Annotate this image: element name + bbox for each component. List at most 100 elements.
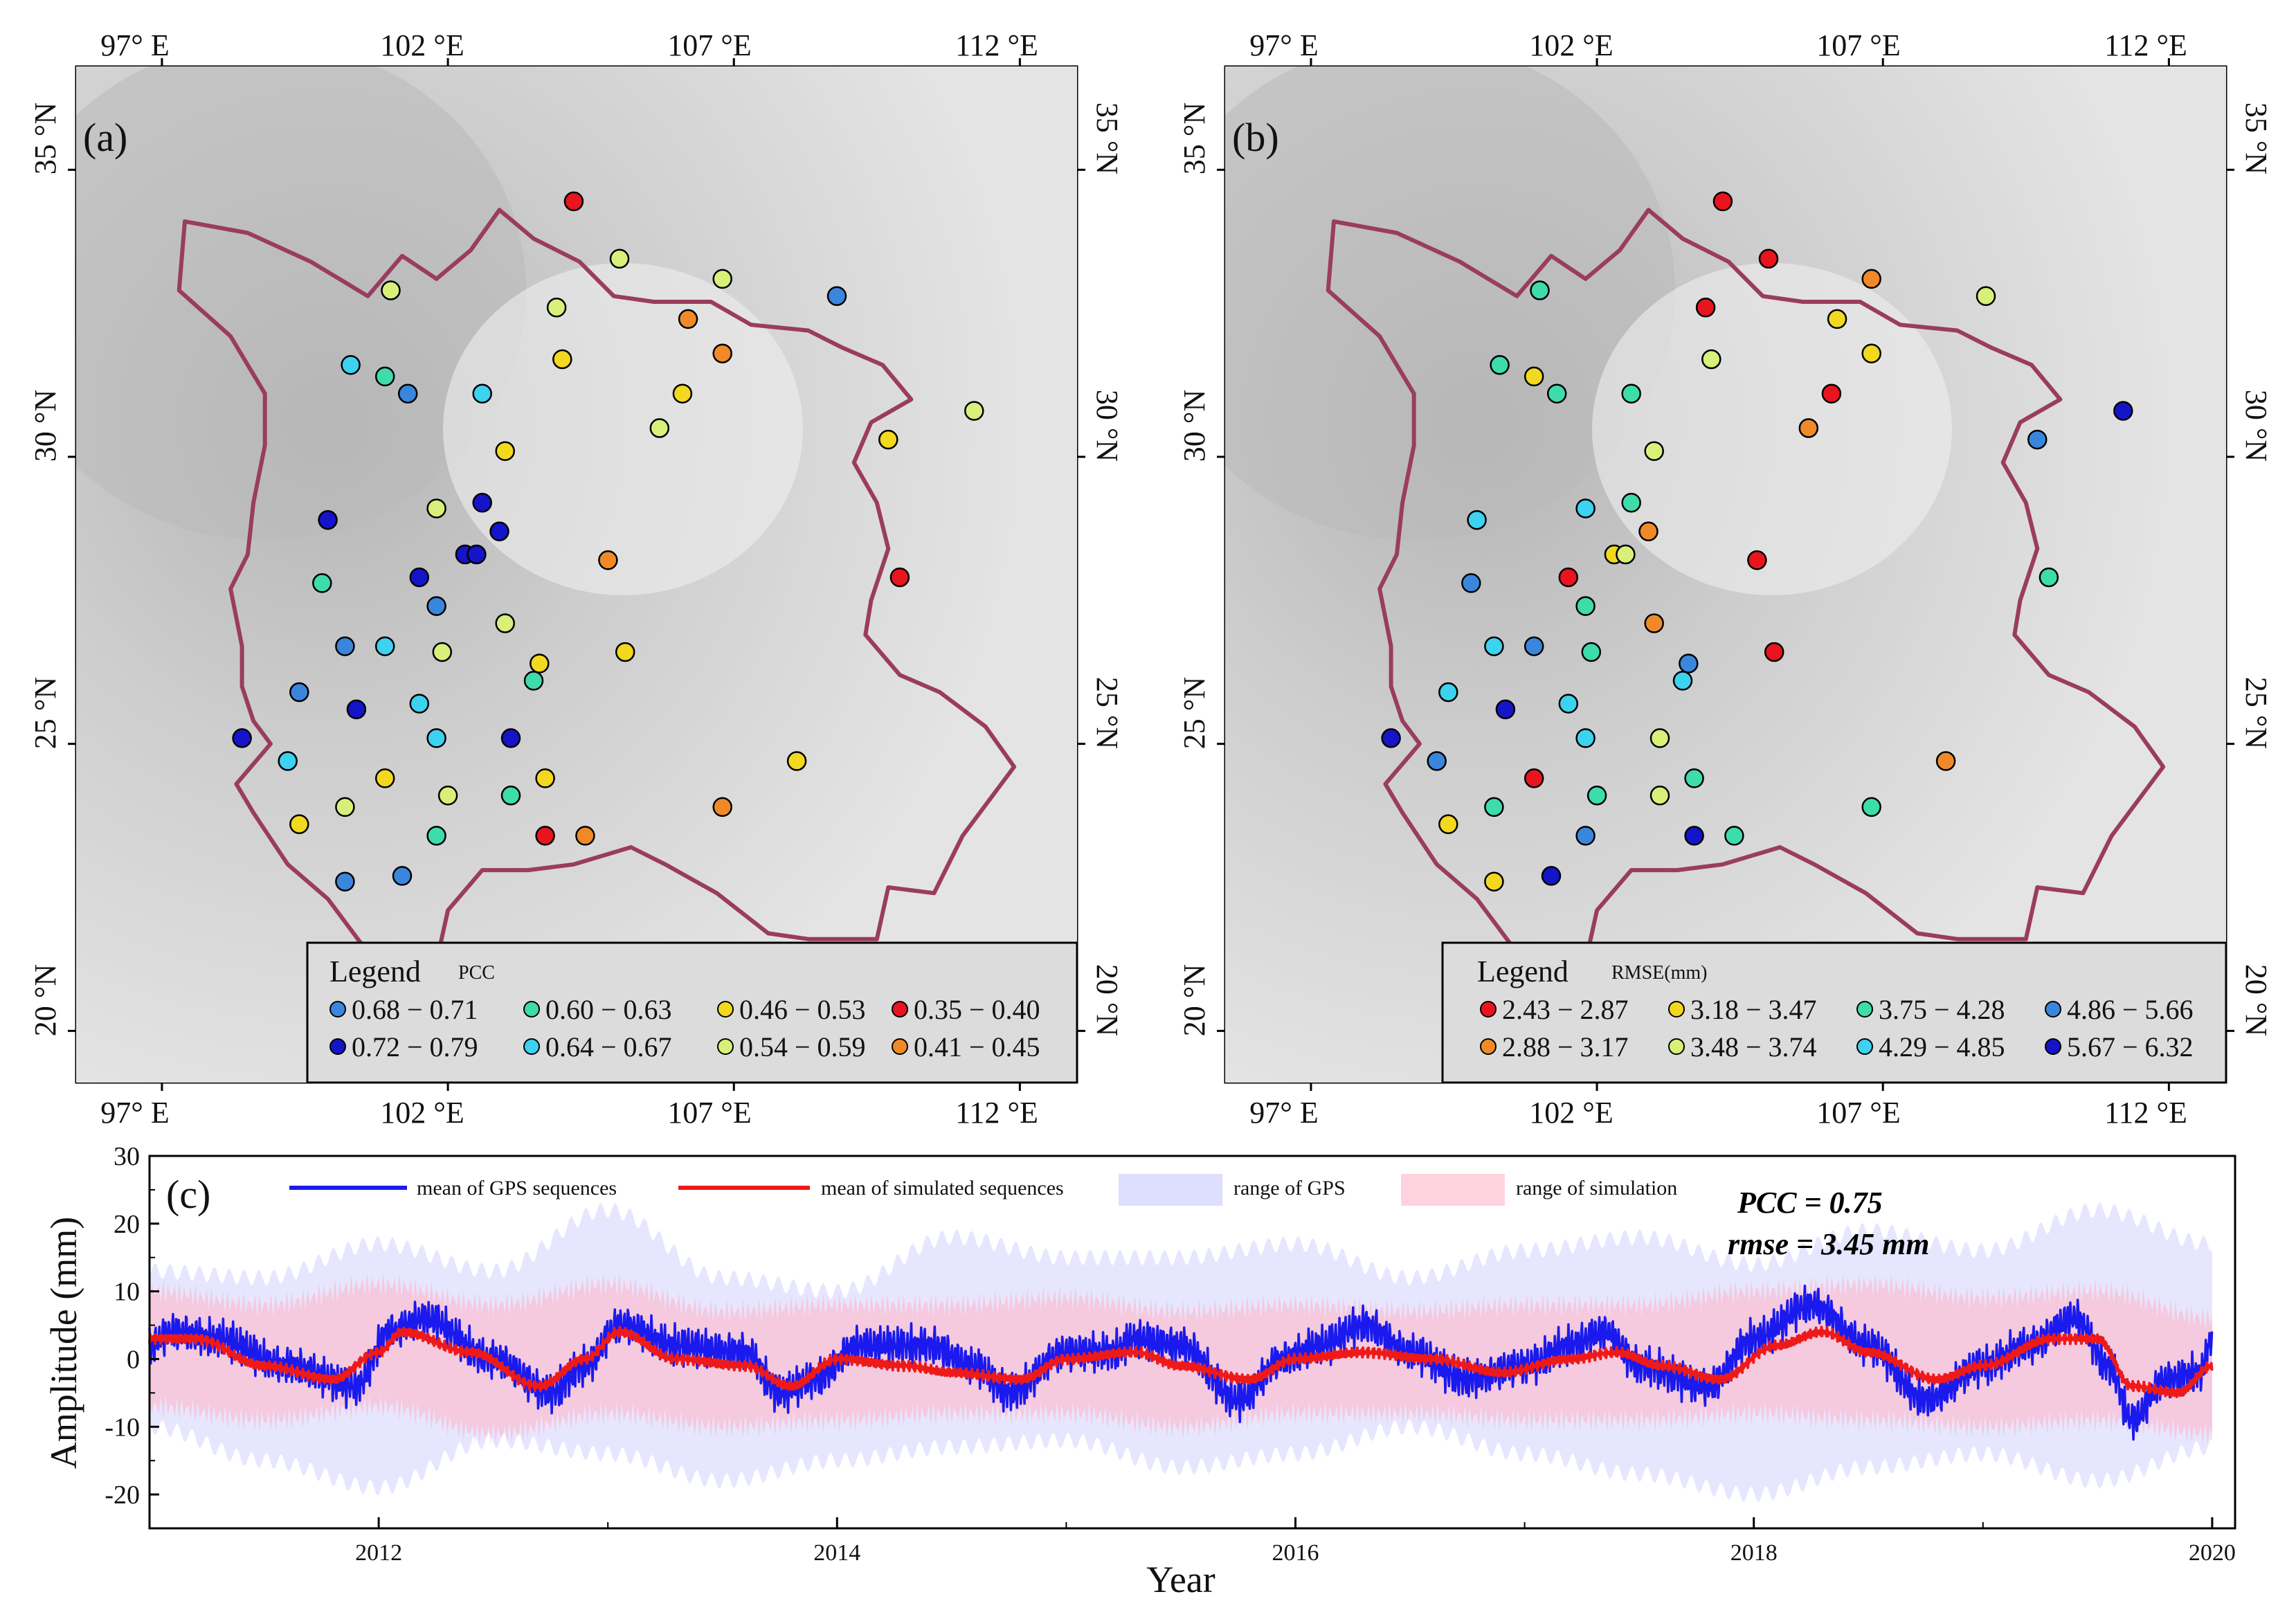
legend-item-label: 4.29 − 4.85 [1879,1031,2005,1062]
legend-swatch [1668,1038,1685,1055]
y-tick-label: 30 [114,1142,140,1171]
x-axis-label: Year [1146,1559,1215,1600]
lon-tick-label: 107 °E [667,1096,751,1130]
gps-station-marker [1724,826,1744,846]
legend-item-label: 0.41 − 0.45 [914,1031,1040,1062]
gps-station-marker [609,248,630,269]
lat-ticks: 35 °N 30 °N 25 °N 20 °N 35 °N 30 °N 25 °… [1177,102,2273,1036]
lat-tick-label: 25 °N [1177,677,1211,749]
gps-station-marker [341,355,361,375]
plateau-relief [76,66,526,540]
gps-station-marker [397,383,418,404]
gps-station-marker [1546,383,1567,404]
gps-station-marker [712,343,732,363]
legend-item-label: 0.64 − 0.67 [545,1031,672,1062]
y-tick-label: 20 [114,1210,140,1239]
legend-swatch [523,1001,540,1017]
legend-item-label: 0.68 − 0.71 [352,994,478,1025]
gps-station-marker [426,728,446,748]
gps-station-marker [1684,826,1704,846]
gps-station-marker [495,441,515,461]
gps-station-marker [535,768,555,788]
panel-c-timeseries: 30 20 10 0 -10 -20 2012 2014 2016 2018 2020 (c) m… [43,1142,2236,1600]
y-tick-label: 10 [114,1278,140,1307]
gps-station-marker [546,298,567,318]
gps-station-marker [575,826,595,846]
mean-lines [148,1284,2214,1441]
gps-station-marker [1821,383,1842,404]
x-tick-label: 2020 [2189,1540,2236,1566]
lat-tick-label: 35 °N [1177,102,1211,174]
gps-mean-line [148,1284,2214,1441]
lon-tick-label: 107 °E [1816,1096,1900,1130]
legend-box [306,941,1078,1084]
lon-tick-label: 112 °E [2104,28,2187,62]
gps-station-marker [1644,441,1664,461]
gps-station-marker [1427,751,1447,771]
legend-label: mean of GPS sequences [417,1177,617,1200]
legend-swatch [892,1038,908,1055]
x-tick-label: 2012 [355,1540,402,1566]
legend-subtitle: RMSE(mm) [1611,962,1707,984]
gps-station-marker [1679,653,1699,673]
lon-tick-label: 112 °E [955,1096,1038,1130]
gps-station-marker [1467,509,1487,530]
lon-tick-label: 107 °E [667,28,751,62]
gps-station-marker [1495,699,1516,720]
gps-station-marker [426,826,446,846]
legend-swatch [892,1001,908,1017]
gps-station-marker [437,786,458,806]
legend-swatch [329,1001,346,1017]
legend-swatch [2045,1038,2061,1055]
gps-station-marker [409,694,430,714]
gps-station-marker [1827,309,1847,329]
lon-tick-label: 102 °E [380,28,464,62]
gps-station-marker [335,636,355,656]
legend-swatch [1668,1001,1685,1017]
legend-swatch [1856,1001,1873,1017]
gps-station-marker [712,797,732,817]
x-tick-label: 2018 [1730,1540,1778,1566]
legend-title: Legend [329,955,421,988]
plot-frame [148,1155,2236,1530]
legend-swatch-gps-range [1119,1174,1222,1206]
lat-tick-label: 20 °N [1090,964,1124,1036]
gps-station-marker [495,613,515,633]
legend-swatch [717,1001,734,1017]
gps-station-marker [615,642,635,662]
legend-swatch [1856,1038,1873,1055]
legend-swatch [1480,1038,1497,1055]
legend-item-label: 3.75 − 4.28 [1879,994,2005,1025]
legend-item-label: 0.54 − 0.59 [739,1031,866,1062]
gps-station-marker [392,866,413,886]
lat-tick-label: 20 °N [2239,964,2273,1036]
panel-label: (c) [166,1172,210,1217]
lat-tick-label: 35 °N [2239,102,2273,174]
legend-swatch [717,1038,734,1055]
legend-swatch-sim-range [1401,1174,1505,1206]
gps-station-marker [1861,343,1881,363]
panel-label: (b) [1232,115,1279,160]
legend-swatch [2045,1001,2061,1017]
lat-tick-label: 30 °N [28,390,62,462]
gps-station-marker [563,191,584,212]
gps-station-marker [1638,521,1658,542]
gps-station-marker [289,814,309,835]
lon-tick-label: 102 °E [1529,1096,1613,1130]
gps-station-marker [289,682,309,703]
sw-china-boundary [1326,208,2166,964]
gps-station-marker [346,699,367,720]
gps-station-marker [786,751,807,771]
lat-tick-label: 30 °N [1090,390,1124,462]
basin-relief [443,263,803,595]
x-tick-label: 2014 [813,1540,860,1566]
legend-item-label: 2.88 − 3.17 [1502,1031,1629,1062]
lon-ticks: 97° E 102 °E 107 °E 112 °E 97° E 102 °E … [100,28,1038,1130]
lon-tick-label: 107 °E [1816,28,1900,62]
gps-station-marker [409,567,430,588]
gps-station-marker [1649,786,1670,806]
legend-rmse: Legend RMSE(mm) 2.43 − 2.87 2.88 − 3.17 … [1441,941,2227,1084]
x-tick-label: 2016 [1272,1540,1319,1566]
legend-item-label: 0.35 − 0.40 [914,994,1040,1025]
gps-station-marker [523,671,544,691]
